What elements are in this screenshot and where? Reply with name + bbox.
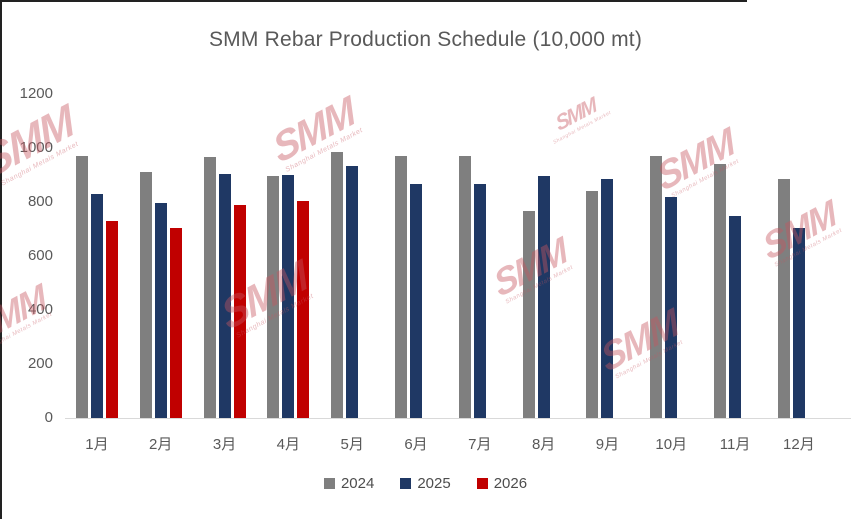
y-tick-label-600: 600 — [27, 247, 53, 264]
legend-swatch-2024 — [323, 478, 335, 489]
bar-2025-3月 — [218, 173, 231, 418]
bar-2025-2月 — [154, 203, 167, 418]
bar-2025-5月 — [346, 165, 359, 418]
window-border-left — [0, 0, 2, 519]
smm-watermark-text: SMM — [553, 93, 599, 137]
bar-2025-1月 — [90, 193, 103, 418]
y-tick-label-200: 200 — [27, 355, 53, 372]
x-tick-label-2月: 2月 — [149, 436, 173, 453]
bar-2024-7月 — [458, 156, 471, 418]
bar-2025-10月 — [665, 196, 678, 418]
bar-2024-5月 — [331, 152, 344, 418]
bar-2024-1月 — [75, 156, 88, 418]
x-tick-label-1月: 1月 — [85, 436, 109, 453]
bar-2026-1月 — [105, 220, 118, 418]
x-tick-label-9月: 9月 — [595, 436, 620, 453]
smm-watermark-text: SMM — [268, 88, 360, 173]
legend-item-2025: 2025 — [400, 475, 451, 492]
legend-label-2026: 2026 — [493, 475, 528, 492]
legend-label-2024: 2024 — [340, 475, 375, 492]
bar-2024-6月 — [394, 156, 407, 418]
bar-2024-12月 — [777, 179, 790, 418]
bar-2024-2月 — [139, 172, 152, 418]
smm-watermark-logo: SMM Shanghai Metals Market — [267, 88, 365, 174]
bar-2026-3月 — [233, 204, 246, 418]
smm-watermark-subtext: Shanghai Metals Market — [552, 109, 613, 146]
x-tick-label-11月: 11月 — [719, 436, 751, 453]
legend-swatch-2025 — [400, 478, 412, 489]
smm-watermark-logo: SMM Shanghai Metals Market — [651, 121, 744, 202]
bar-2025-11月 — [729, 215, 742, 418]
bar-2024-10月 — [650, 156, 663, 418]
y-tick-label-400: 400 — [27, 301, 53, 318]
x-tick-label-6月: 6月 — [404, 436, 428, 453]
x-tick-label-4月: 4月 — [276, 436, 301, 453]
x-tick-label-7月: 7月 — [468, 436, 492, 453]
x-tick-label-12月: 12月 — [783, 436, 815, 453]
bar-2024-8月 — [522, 211, 535, 418]
window-border-top — [0, 0, 747, 2]
bar-2024-9月 — [586, 191, 599, 418]
y-tick-label-1200: 1200 — [19, 85, 53, 102]
chart-title: SMM Rebar Production Schedule (10,000 mt… — [208, 28, 643, 51]
bar-2025-12月 — [792, 227, 805, 418]
y-tick-label-0: 0 — [44, 409, 53, 426]
bar-2024-4月 — [267, 176, 280, 418]
bar-2025-6月 — [409, 184, 422, 418]
bar-2026-2月 — [169, 227, 182, 418]
legend-item-2024: 2024 — [323, 475, 375, 492]
bar-2025-7月 — [473, 184, 486, 418]
x-tick-label-3月: 3月 — [212, 436, 237, 453]
x-tick-label-5月: 5月 — [340, 436, 364, 453]
bar-2024-11月 — [714, 164, 727, 418]
bar-2026-4月 — [297, 200, 310, 418]
legend-label-2025: 2025 — [417, 475, 451, 492]
y-tick-label-800: 800 — [27, 193, 53, 210]
legend-item-2026: 2026 — [476, 475, 528, 492]
smm-watermark-logo: SMM Shanghai Metals Market — [543, 92, 613, 146]
x-axis-line — [65, 418, 851, 419]
legend: 2024 2025 2026 — [0, 475, 851, 492]
bar-2024-3月 — [203, 157, 216, 418]
bar-2025-4月 — [282, 175, 295, 418]
smm-watermark-subtext: Shanghai Metals Market — [670, 158, 741, 200]
x-tick-label-8月: 8月 — [531, 436, 556, 453]
bar-2025-8月 — [537, 176, 550, 418]
legend-swatch-2026 — [476, 478, 488, 489]
x-tick-label-10月: 10月 — [655, 436, 688, 453]
y-tick-label-1000: 1000 — [19, 139, 53, 156]
bar-2025-9月 — [601, 179, 614, 418]
